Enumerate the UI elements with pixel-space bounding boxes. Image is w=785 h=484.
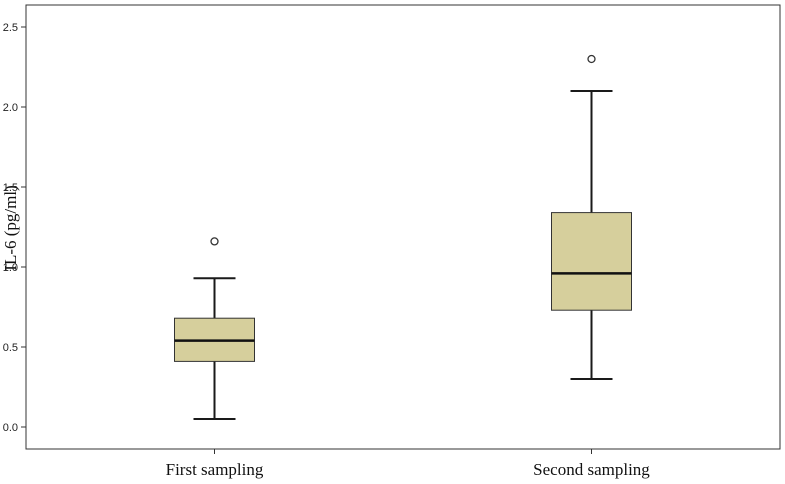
plot-frame [25, 4, 781, 450]
y-tick-label: 2.0 [3, 102, 18, 114]
y-axis-title: IL-6 (pg/ml) [1, 185, 20, 270]
y-tick-label: 2.5 [3, 22, 18, 34]
outlier-point [210, 237, 219, 246]
boxes-layer [174, 54, 632, 420]
y-tick-label: 0.0 [3, 422, 18, 434]
x-category-label: Second sampling [533, 460, 650, 479]
box-group [174, 237, 255, 420]
y-tick-label: 1.0 [3, 262, 18, 274]
iqr-box [551, 212, 632, 311]
y-tick-label: 0.5 [3, 342, 18, 354]
y-axis-ticks: 0.0 0.5 1.0 1.5 2.0 2.5 [3, 22, 26, 434]
box-group [551, 54, 632, 380]
x-category-label: First sampling [166, 460, 264, 479]
y-tick-label: 1.5 [3, 182, 18, 194]
x-axis-categories: First sampling Second sampling [166, 449, 650, 479]
outlier-point [587, 54, 596, 64]
